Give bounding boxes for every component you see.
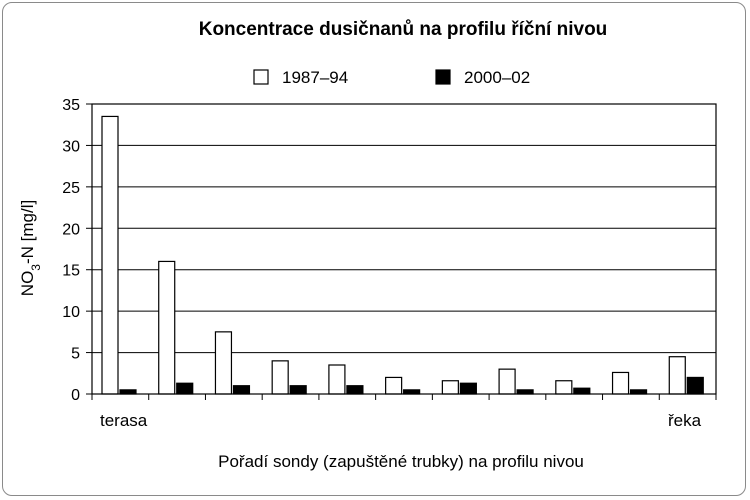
bar-1987-94	[498, 368, 516, 395]
bar-1987-94	[214, 331, 233, 395]
bar-2000-02	[516, 389, 534, 395]
bar-1987-94	[668, 356, 686, 395]
legend-label-2000-02: 2000–02	[464, 68, 530, 87]
y-tick-labels: 0 5 10 15 20 25 30 35	[62, 97, 80, 404]
legend-swatch-1987-94	[253, 69, 269, 85]
bar-1987-94	[555, 380, 573, 395]
bar-1987-94	[101, 115, 119, 395]
y-tick-label: 0	[71, 387, 80, 404]
gridlines	[92, 103, 716, 354]
bar-1987-94	[385, 376, 403, 395]
bar-2000-02	[629, 389, 648, 395]
y-tick-label: 15	[62, 263, 80, 280]
bar-1987-94	[328, 364, 346, 395]
bar-2000-02	[176, 382, 194, 395]
bar-1987-94	[441, 380, 459, 395]
chart-title: Koncentrace dusičnanů na profilu říční n…	[199, 19, 608, 40]
bar-1987-94	[271, 360, 289, 395]
legend-label-1987-94: 1987–94	[282, 68, 348, 87]
y-tick-label: 30	[62, 138, 80, 155]
bar-2000-02	[119, 389, 137, 395]
bar-2000-02	[459, 382, 477, 395]
y-tick-label: 5	[71, 346, 80, 363]
bar-2000-02	[232, 385, 251, 395]
bar-2000-02	[573, 387, 591, 395]
bar-1987-94	[158, 260, 176, 395]
x-end-label-left: terasa	[100, 411, 148, 430]
y-axis-label-post: -N [mg/l]	[18, 200, 37, 264]
y-tick-label: 35	[62, 97, 80, 114]
bar-2000-02	[289, 385, 307, 395]
legend: 1987–94 2000–02	[253, 68, 530, 87]
bar-2000-02	[346, 385, 364, 395]
axes	[86, 103, 717, 400]
y-axis-label-pre: NO	[18, 271, 37, 297]
y-axis-label-sub: 3	[29, 264, 43, 271]
y-tick-label: 10	[62, 304, 80, 321]
bar-1987-94	[611, 371, 630, 395]
bar-2000-02	[686, 376, 704, 395]
plot-border	[91, 103, 717, 395]
y-axis-label: NO3-N [mg/l]	[18, 200, 43, 296]
legend-swatch-2000-02	[435, 69, 451, 85]
y-tick-label: 25	[62, 180, 80, 197]
y-tick-label: 20	[62, 221, 80, 238]
x-axis-label: Pořadí sondy (zapuštěné trubky) na profi…	[218, 452, 584, 471]
x-end-label-right: řeka	[668, 411, 702, 430]
bar-2000-02	[403, 389, 421, 395]
